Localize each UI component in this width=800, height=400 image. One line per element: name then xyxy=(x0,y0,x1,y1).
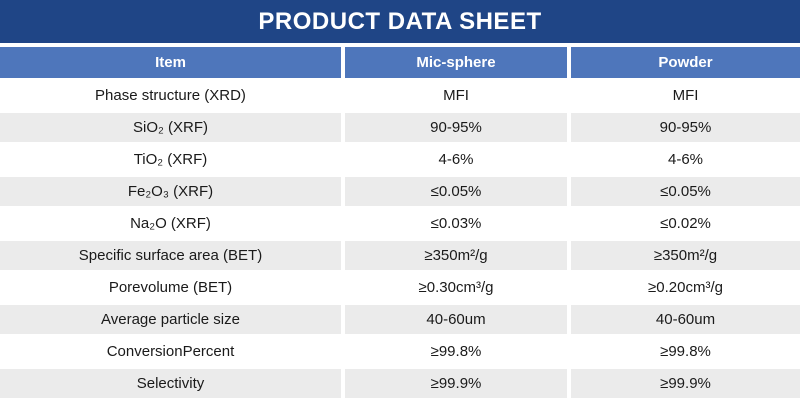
row-item-na2o: Na₂O (XRF) xyxy=(130,215,211,232)
column-header-item: Item xyxy=(0,47,341,78)
cell-mic-sphere-value: ≥0.30cm³/g xyxy=(418,279,494,296)
cell-powder-value: ≤0.05% xyxy=(571,177,800,206)
product-table: Item Mic-sphere Powder Phase structure (… xyxy=(0,47,800,398)
cell-powder-value: 90-95% xyxy=(571,113,800,142)
cell-mic-sphere-value: ≥350m²/g xyxy=(345,241,567,270)
column-header-powder: Powder xyxy=(571,47,800,78)
cell-mic-sphere-value: ≤0.05% xyxy=(345,177,567,206)
row-item-tio2: TiO₂ (XRF) xyxy=(133,151,208,168)
cell-mic-sphere-value: 4-6% xyxy=(438,151,474,168)
column-header-mic-sphere: Mic-sphere xyxy=(345,47,567,78)
row-item-fe2o3: Fe₂O₃ (XRF) xyxy=(0,177,341,206)
cell-mic-sphere-value: 40-60um xyxy=(345,305,567,334)
row-item-specific-surface-area: Specific surface area (BET) xyxy=(0,241,341,270)
row-item-phase-structure: Phase structure (XRD) xyxy=(95,87,246,104)
title-banner: PRODUCT DATA SHEET xyxy=(0,0,800,43)
cell-mic-sphere-value: 90-95% xyxy=(345,113,567,142)
row-item-sio2: SiO₂ (XRF) xyxy=(0,113,341,142)
row-item-conversion-percent: ConversionPercent xyxy=(106,343,235,360)
cell-powder-value: ≥350m²/g xyxy=(571,241,800,270)
cell-powder-value: ≤0.02% xyxy=(660,215,711,232)
cell-powder-value: ≥99.8% xyxy=(660,343,711,360)
cell-powder-value: 40-60um xyxy=(571,305,800,334)
cell-mic-sphere-value: ≥99.8% xyxy=(430,343,482,360)
cell-mic-sphere-value: MFI xyxy=(443,87,469,104)
cell-powder-value: 4-6% xyxy=(667,151,704,168)
cell-powder-value: ≥0.20cm³/g xyxy=(648,279,723,296)
cell-mic-sphere-value: ≤0.03% xyxy=(430,215,482,232)
cell-powder-value: ≥99.9% xyxy=(571,369,800,398)
row-item-selectivity: Selectivity xyxy=(0,369,341,398)
page-title: PRODUCT DATA SHEET xyxy=(258,7,542,35)
cell-mic-sphere-value: ≥99.9% xyxy=(345,369,567,398)
cell-powder-value: MFI xyxy=(672,87,699,104)
row-item-porevolume: Porevolume (BET) xyxy=(108,279,233,296)
row-item-average-particle-size: Average particle size xyxy=(0,305,341,334)
